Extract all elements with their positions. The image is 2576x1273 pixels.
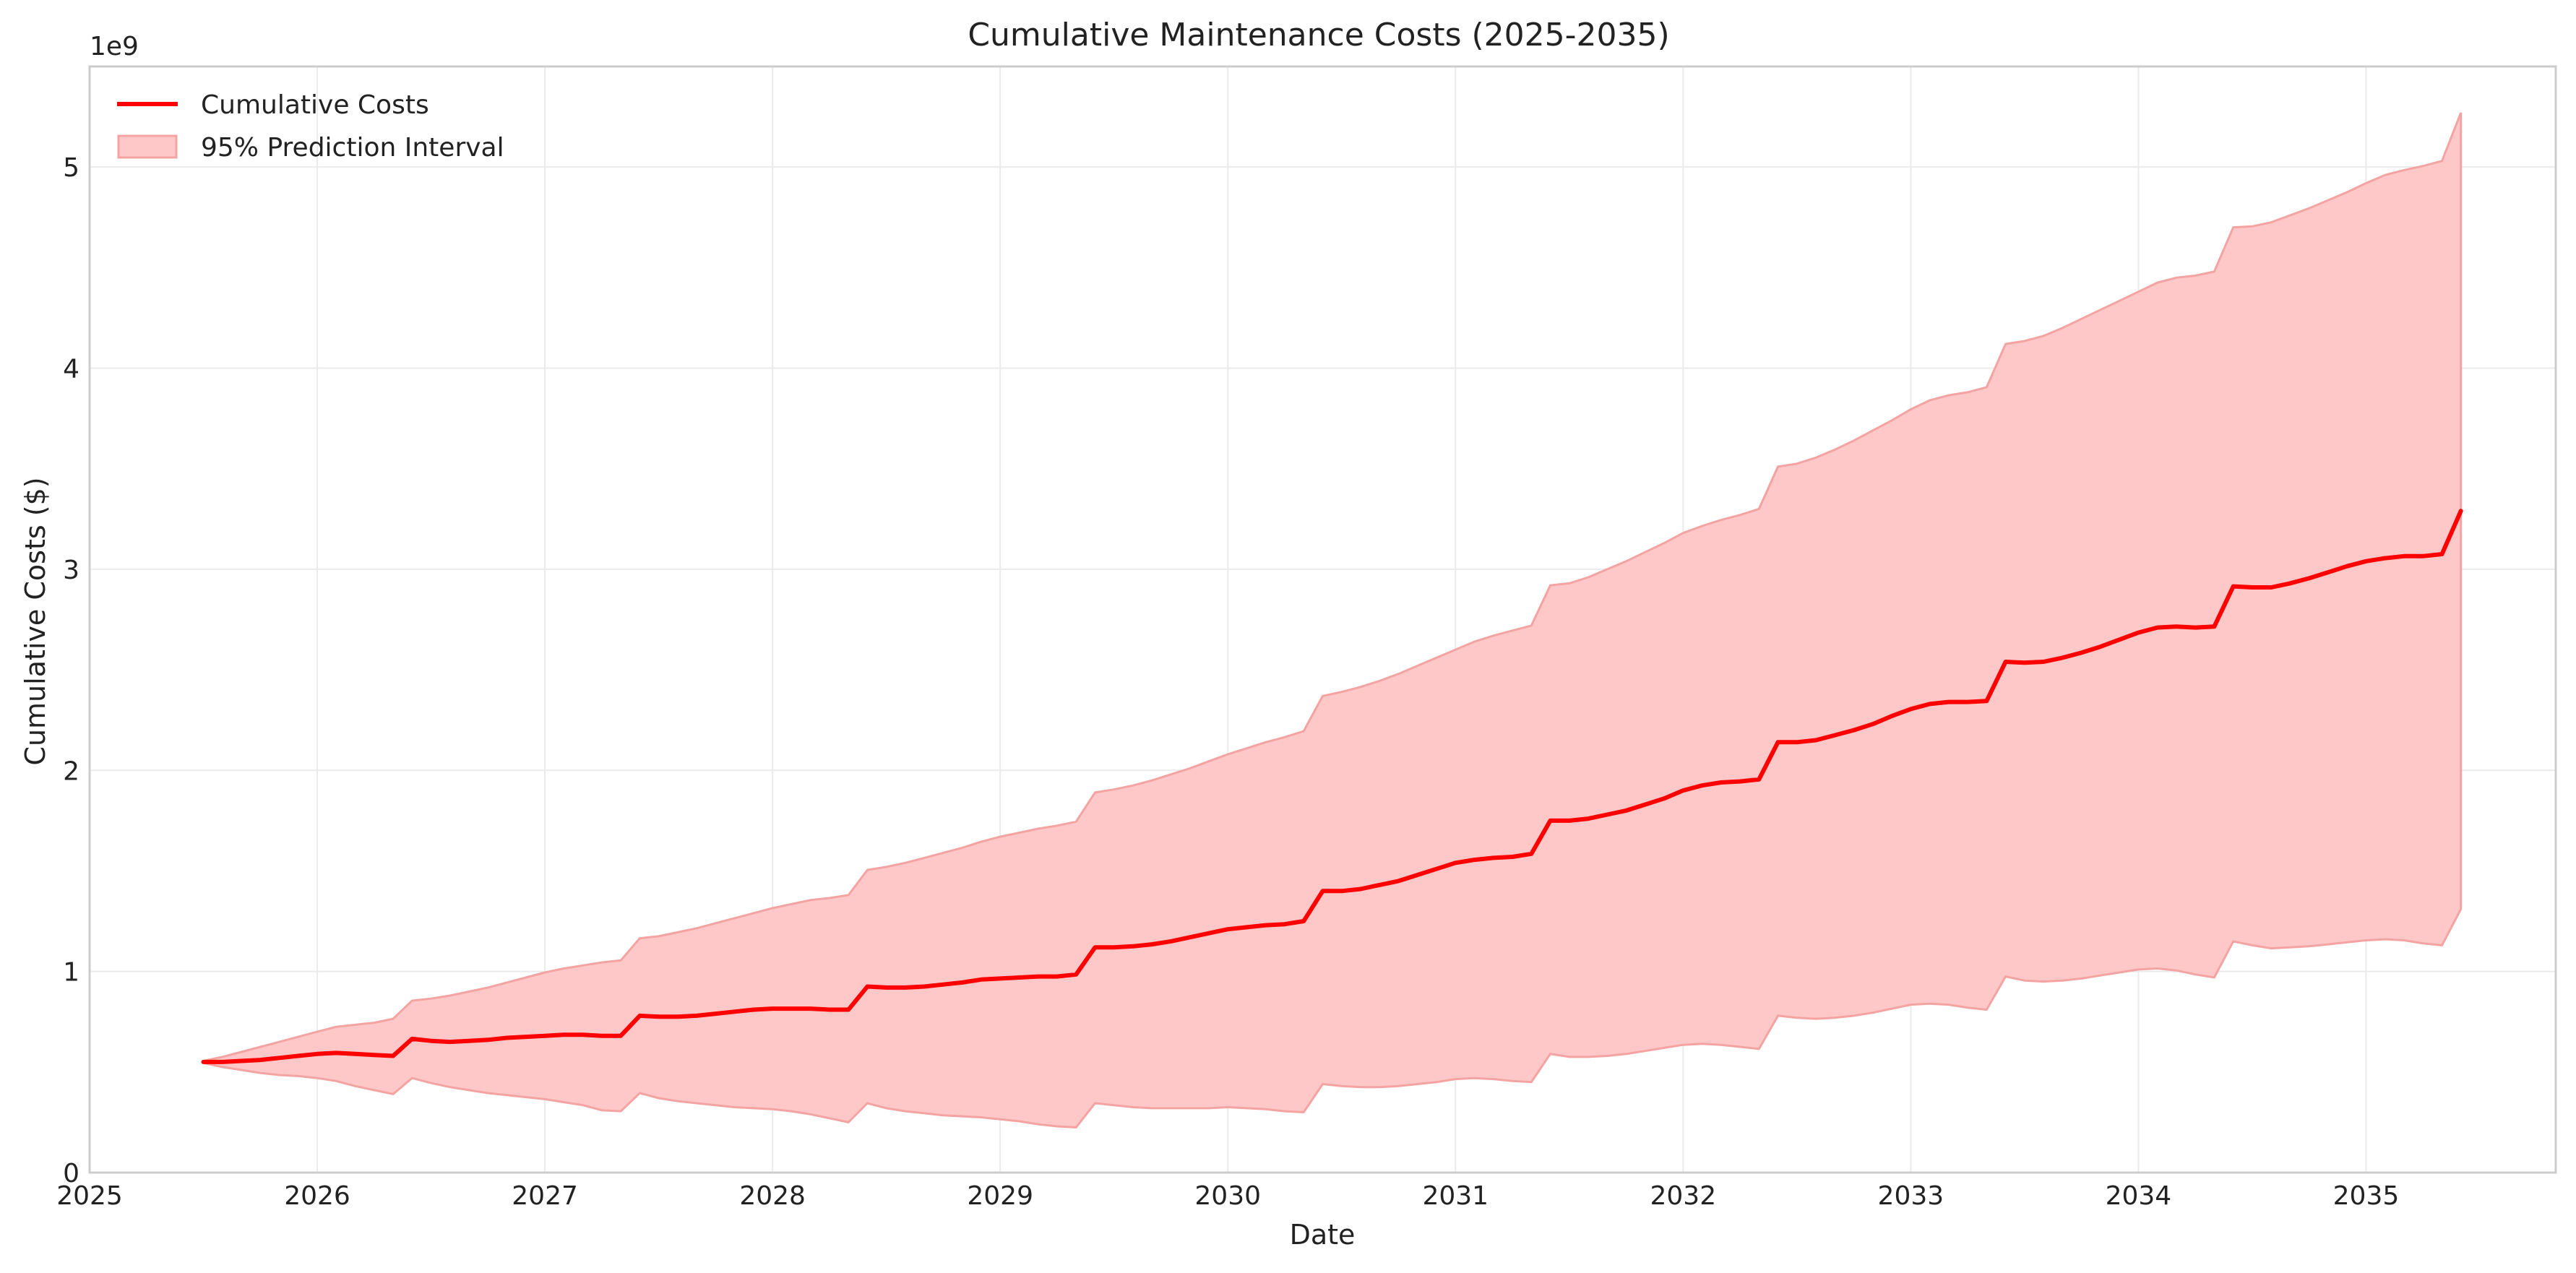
y-tick-label: 0 [63, 1159, 79, 1188]
y-tick-label: 5 [63, 153, 79, 183]
axis-ticks: 2025 2026 2027 2028 2029 2030 2031 2032 2033 2034… [56, 153, 2399, 1211]
x-tick-label: 2035 [2333, 1181, 2400, 1211]
plot-frame [88, 65, 2557, 1174]
legend: Cumulative Costs 95% Prediction Interval [117, 90, 504, 163]
chart-title: Cumulative Maintenance Costs (2025-2035) [968, 17, 1669, 53]
y-axis-label: Cumulative Costs ($) [20, 477, 51, 765]
x-tick-label: 2030 [1194, 1181, 1261, 1211]
y-tick-label: 1 [63, 958, 79, 988]
x-axis-label: Date [1290, 1219, 1356, 1251]
y-tick-label: 3 [63, 556, 79, 585]
prediction-interval-band [202, 112, 2463, 1129]
x-tick-label: 2028 [739, 1181, 806, 1211]
y-tick-label: 4 [63, 355, 79, 384]
legend-label-cumulative-costs: Cumulative Costs [201, 90, 429, 120]
legend-label-prediction-interval: 95% Prediction Interval [201, 133, 504, 163]
legend-band-swatch [117, 134, 178, 159]
x-tick-label: 2029 [967, 1181, 1033, 1211]
x-tick-label: 2027 [512, 1181, 578, 1211]
x-tick-label: 2034 [2106, 1181, 2172, 1211]
x-tick-label: 2031 [1422, 1181, 1489, 1211]
y-tick-label: 2 [63, 756, 79, 786]
cumulative-costs-line [201, 509, 2463, 1064]
x-tick-label: 2026 [284, 1181, 350, 1211]
x-tick-label: 2025 [56, 1181, 123, 1211]
x-tick-label: 2032 [1650, 1181, 1717, 1211]
y-axis-offset-label: 1e9 [90, 32, 139, 61]
x-tick-label: 2033 [1878, 1181, 1944, 1211]
